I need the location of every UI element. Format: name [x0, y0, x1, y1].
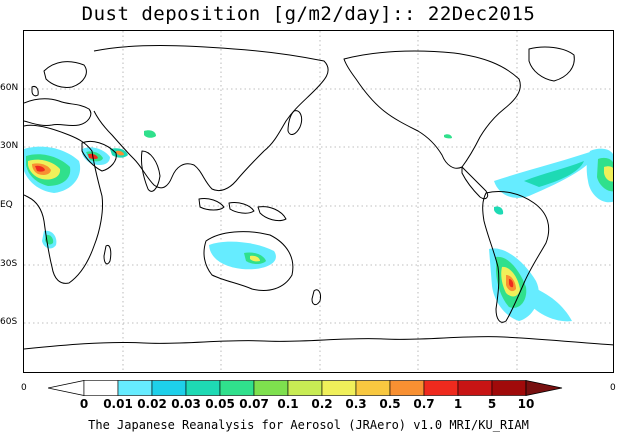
colorbar-left-edge-label: 0 [21, 383, 27, 393]
colorbar-tick-label: 0.07 [239, 397, 269, 411]
colorbar-box [457, 380, 493, 396]
colorbar-tick-label: 0.7 [413, 397, 435, 411]
colorbar-tick-label: 0.1 [277, 397, 299, 411]
lat-label-30n: 30N [0, 141, 19, 151]
colorbar [48, 380, 563, 396]
colorbar-box [423, 380, 459, 396]
colorbar-right-edge-label: 0 [610, 383, 616, 393]
colorbar-box [321, 380, 357, 396]
colorbar-over-triangle [525, 380, 563, 396]
colorbar-box [185, 380, 221, 396]
colorbar-tick-label: 0.2 [311, 397, 333, 411]
colorbar-tick-label: 0.01 [103, 397, 133, 411]
colorbar-tick-label: 0.5 [379, 397, 401, 411]
colorbar-under-triangle [48, 380, 85, 396]
colorbar-box [83, 380, 119, 396]
colorbar-box [253, 380, 289, 396]
map-canvas [24, 31, 613, 372]
colorbar-box [219, 380, 255, 396]
dust-shading [24, 130, 613, 322]
lat-label-30s: 30S [0, 259, 18, 269]
footer-credit: The Japanese Reanalysis for Aerosol (JRA… [88, 418, 529, 432]
lat-label-60s: 60S [0, 317, 18, 327]
colorbar-tick-label: 0.02 [137, 397, 167, 411]
colorbar-tick-label: 10 [517, 397, 535, 411]
colorbar-box [491, 380, 527, 396]
world-map [23, 30, 614, 373]
colorbar-tick-label: 0 [79, 397, 89, 411]
coastlines [24, 45, 613, 350]
colorbar-box [117, 380, 153, 396]
lat-label-eq: EQ [0, 200, 13, 210]
map-title: Dust deposition [g/m2/day]:: 22Dec2015 [81, 3, 536, 25]
gridlines [24, 31, 613, 372]
colorbar-box [151, 380, 187, 396]
colorbar-box [389, 380, 425, 396]
colorbar-tick-label: 0.03 [171, 397, 201, 411]
colorbar-tick-label: 0.3 [345, 397, 367, 411]
colorbar-box [287, 380, 323, 396]
colorbar-box [355, 380, 391, 396]
colorbar-tick-label: 0.05 [205, 397, 235, 411]
colorbar-tick-label: 1 [453, 397, 463, 411]
colorbar-tick-label: 5 [487, 397, 497, 411]
lat-label-60n: 60N [0, 83, 19, 93]
